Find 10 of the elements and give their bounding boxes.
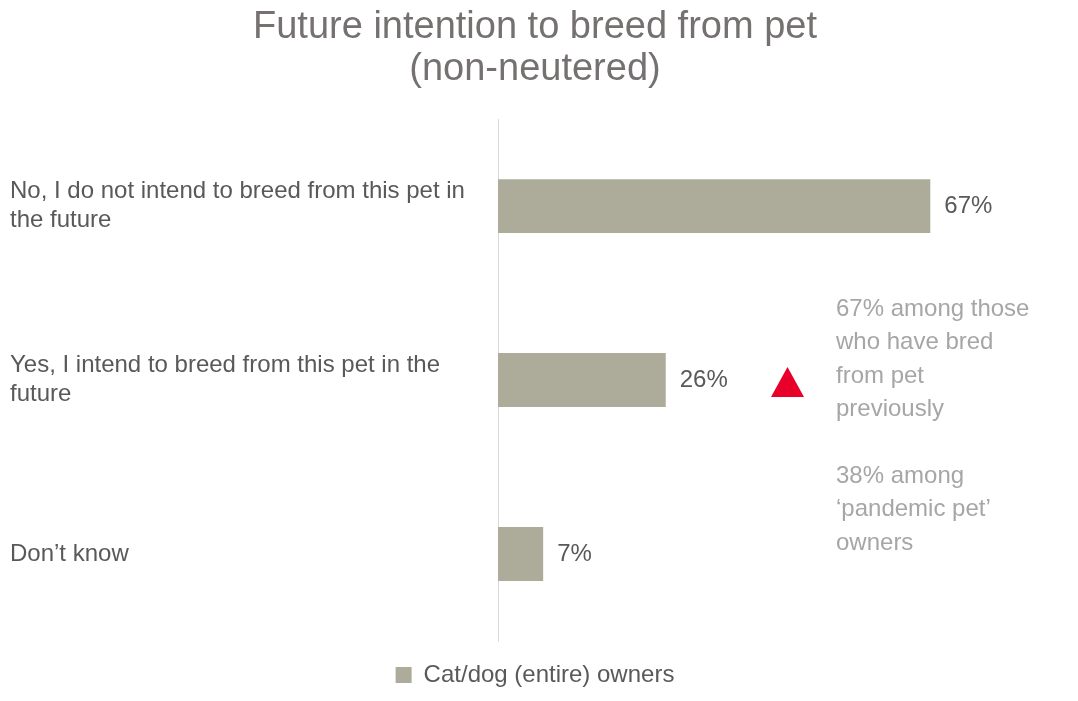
y-tick-label: No, I do not intend to breed from this pet in the future bbox=[10, 176, 465, 233]
annotation: 67% among those who have bred from pet previously bbox=[835, 293, 1030, 422]
chart-title: Future intention to breed from pet (non-neutered) bbox=[253, 3, 818, 89]
y-tick-label: Yes, I intend to breed from this pet in the future bbox=[10, 350, 441, 407]
data-label: 7% bbox=[557, 538, 592, 566]
annotation: 38% among ‘pandemic pet’ owners bbox=[836, 460, 991, 555]
y-tick-label: Don’t know bbox=[10, 538, 130, 566]
data-label: 26% bbox=[679, 364, 728, 392]
legend-label: Cat/dog (entire) owners bbox=[423, 659, 675, 687]
data-label: 67% bbox=[944, 190, 993, 218]
